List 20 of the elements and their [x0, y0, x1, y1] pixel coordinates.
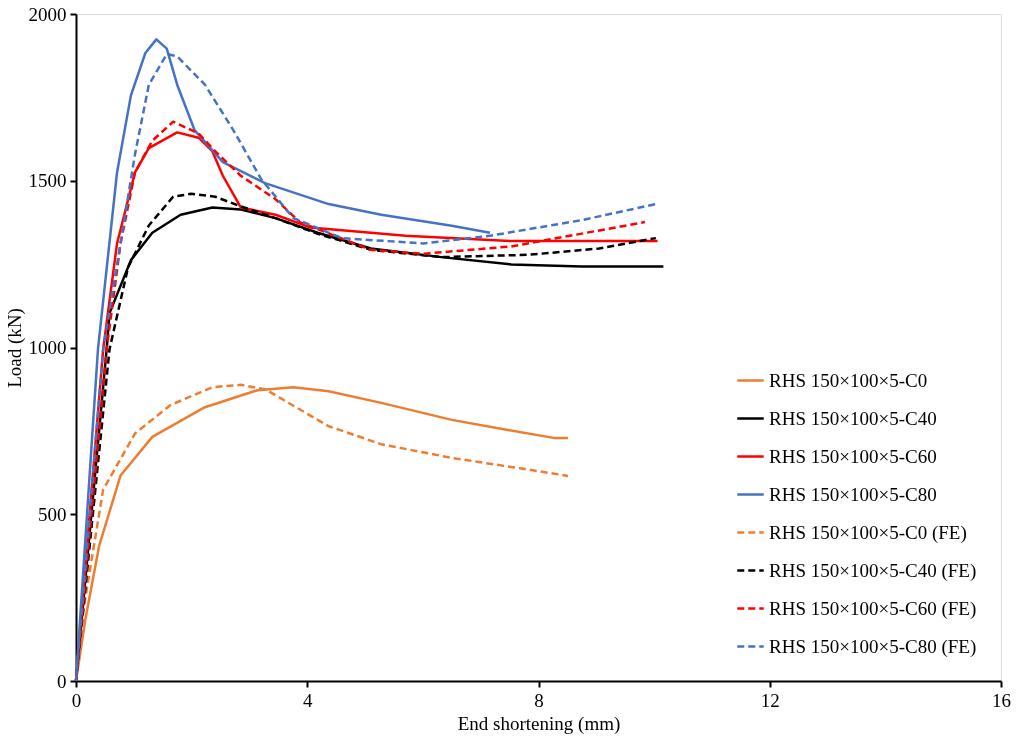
y-tick-label: 2000 [28, 3, 67, 25]
legend-label: RHS 150×100×5-C80 (FE) [769, 635, 977, 658]
x-tick-label: 4 [303, 689, 313, 711]
legend-label: RHS 150×100×5-C40 [769, 407, 937, 429]
y-tick-label: 1000 [28, 337, 67, 358]
legend-label: RHS 150×100×5-C60 (FE) [769, 597, 977, 620]
x-tick-label: 8 [534, 689, 544, 711]
x-tick-label: 0 [71, 689, 82, 711]
y-tick-label: 500 [38, 503, 67, 525]
legend-label: RHS 150×100×5-C60 [769, 445, 937, 467]
legend-label: RHS 150×100×5-C40 (FE) [769, 559, 977, 582]
x-tick-label: 16 [992, 689, 1011, 711]
legend-label: RHS 150×100×5-C0 [769, 369, 928, 391]
x-axis-title: End shortening (mm) [457, 712, 621, 735]
legend-label: RHS 150×100×5-C0 (FE) [769, 521, 967, 544]
legend-label: RHS 150×100×5-C80 [769, 483, 937, 505]
x-tick-label: 12 [760, 689, 780, 711]
y-tick-label: 0 [57, 670, 67, 692]
y-axis-title: Load (kN) [3, 308, 26, 388]
y-tick-label: 1500 [28, 170, 67, 192]
